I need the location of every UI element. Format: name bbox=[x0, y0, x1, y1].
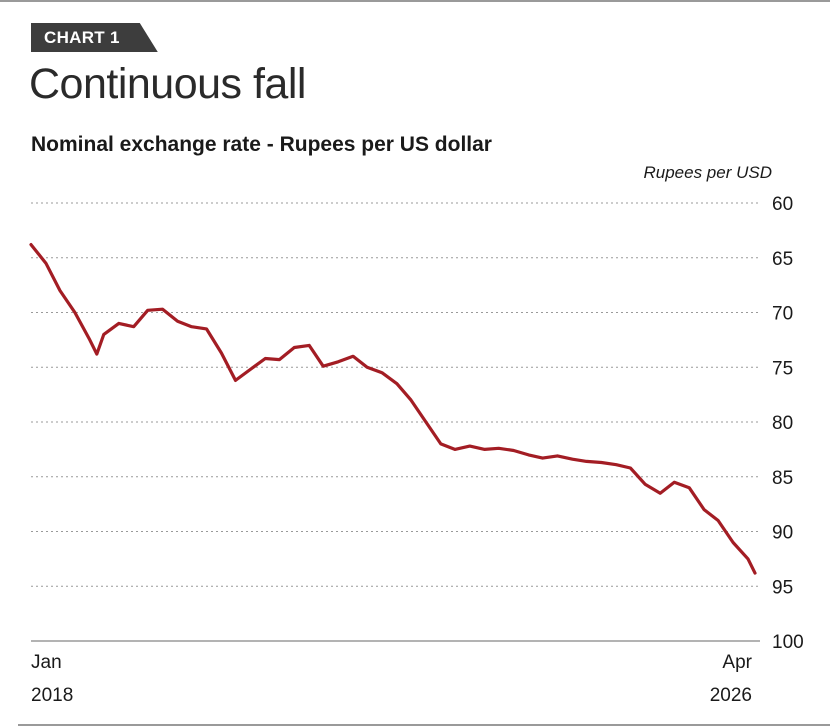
gridlines bbox=[31, 202, 760, 642]
x-tick-year-label: 2026 bbox=[710, 685, 752, 706]
y-tick-label: 100 bbox=[772, 632, 804, 653]
y-axis-unit-label: Rupees per USD bbox=[643, 163, 772, 182]
top-rule bbox=[0, 0, 830, 2]
chart-title: Continuous fall bbox=[29, 60, 306, 108]
y-tick-label: 70 bbox=[772, 304, 793, 325]
x-tick-month-label: Apr bbox=[722, 652, 752, 673]
y-tick-label: 65 bbox=[772, 249, 793, 270]
x-axis-ticks: Jan 2018 Apr 2026 bbox=[31, 652, 753, 706]
y-tick-label: 60 bbox=[772, 194, 793, 215]
chart-number-tag: CHART 1 bbox=[31, 23, 158, 52]
y-tick-label: 95 bbox=[772, 577, 793, 598]
y-tick-label: 80 bbox=[772, 413, 793, 434]
x-tick-year-label: 2018 bbox=[31, 685, 73, 706]
bottom-rule bbox=[18, 724, 830, 726]
y-tick-label: 85 bbox=[772, 468, 793, 489]
x-tick-month-label: Jan bbox=[31, 652, 62, 673]
series-group bbox=[29, 243, 757, 575]
chart-subtitle: Nominal exchange rate - Rupees per US do… bbox=[31, 133, 492, 156]
y-tick-label: 90 bbox=[772, 523, 793, 544]
y-tick-label: 75 bbox=[772, 358, 793, 379]
y-axis-ticks: 60 65 70 75 80 85 90 95 100 bbox=[772, 194, 804, 653]
series-line bbox=[29, 243, 757, 575]
